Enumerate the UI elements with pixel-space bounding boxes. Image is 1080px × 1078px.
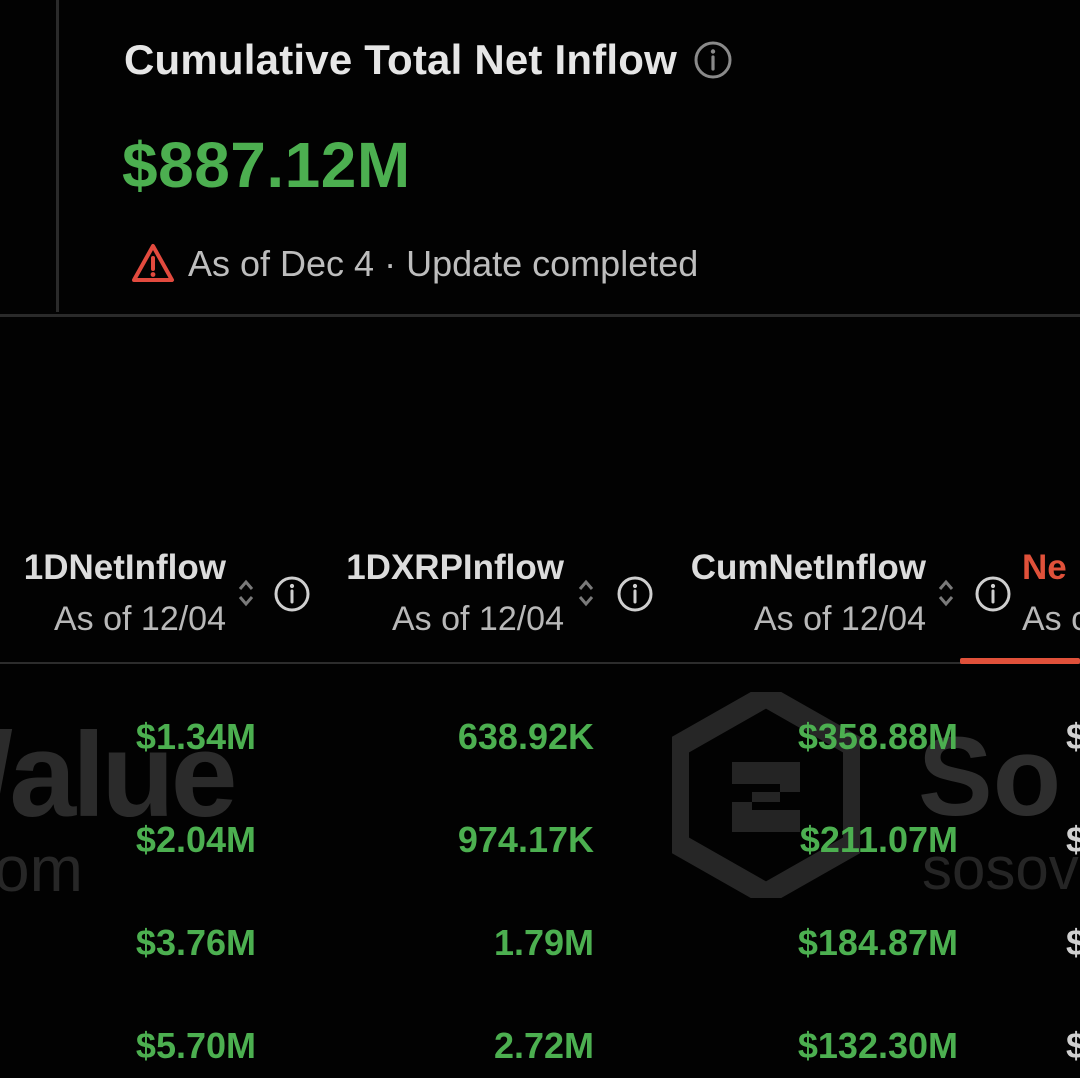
cell-cum-net-inflow: $211.07M [799,819,958,860]
info-icon[interactable] [273,575,311,613]
horizontal-divider [0,314,1080,317]
cell-net-partial: $ [1066,922,1080,963]
column-date: As c [1022,600,1080,638]
column-header-1d-net-inflow[interactable]: 1DNetInflow As of 12/04 [0,540,226,650]
info-icon[interactable] [616,575,654,613]
sort-icon[interactable] [936,576,956,610]
cell-cum-net-inflow: $184.87M [797,922,958,963]
summary-title-row: Cumulative Total Net Inflow [124,30,733,90]
column-name: CumNetInflow [690,548,926,587]
update-status: As of Dec 4 · Update completed [130,236,698,292]
info-icon[interactable] [974,575,1012,613]
table-row[interactable]: $1.34M 638.92K $358.88M $ [0,690,1080,790]
cell-1d-net-inflow: $3.76M [135,922,256,963]
table-header-divider [0,662,1080,664]
column-header-1d-xrp-inflow[interactable]: 1DXRPInflow As of 12/04 [320,540,564,650]
column-name: 1DXRPInflow [346,548,564,587]
table-header: 1DNetInflow As of 12/04 1DXRPInflow As o… [0,540,1080,662]
cell-1d-net-inflow: $2.04M [135,819,256,860]
cell-1d-xrp-inflow: 1.79M [493,922,594,963]
cell-1d-xrp-inflow: 2.72M [493,1025,594,1066]
cell-net-partial: $ [1066,819,1080,860]
active-column-indicator [960,658,1080,664]
column-date: As of 12/04 [391,600,564,638]
sort-icon[interactable] [576,576,596,610]
cell-1d-xrp-inflow: 638.92K [457,716,594,757]
cumulative-net-inflow-value: $887.12M [122,129,411,201]
cell-net-partial: $ [1066,716,1080,757]
status-text: As of Dec 4 · Update completed [188,243,699,284]
summary-title: Cumulative Total Net Inflow [124,36,677,83]
column-header-net-active[interactable]: Ne As c [1022,540,1080,650]
sort-icon[interactable] [236,576,256,610]
column-header-cum-net-inflow[interactable]: CumNetInflow As of 12/04 [660,540,926,650]
cell-net-partial: $ [1066,1025,1080,1066]
cell-1d-xrp-inflow: 974.17K [457,819,594,860]
column-name: Ne [1022,548,1067,587]
info-icon[interactable] [693,40,733,80]
column-date: As of 12/04 [753,600,926,638]
vertical-divider [56,0,59,312]
warning-triangle-icon [132,244,174,282]
cell-1d-net-inflow: $5.70M [135,1025,256,1066]
cell-cum-net-inflow: $358.88M [797,716,958,757]
column-date: As of 12/04 [53,600,226,638]
table-row[interactable]: $5.70M 2.72M $132.30M $ [0,999,1080,1078]
cell-cum-net-inflow: $132.30M [797,1025,958,1066]
table-row[interactable]: $3.76M 1.79M $184.87M $ [0,896,1080,996]
column-name: 1DNetInflow [23,548,226,587]
cell-1d-net-inflow: $1.34M [135,716,256,757]
sosovalue-logo-icon [672,692,860,898]
table-row[interactable]: $2.04M 974.17K $211.07M $ [0,793,1080,893]
